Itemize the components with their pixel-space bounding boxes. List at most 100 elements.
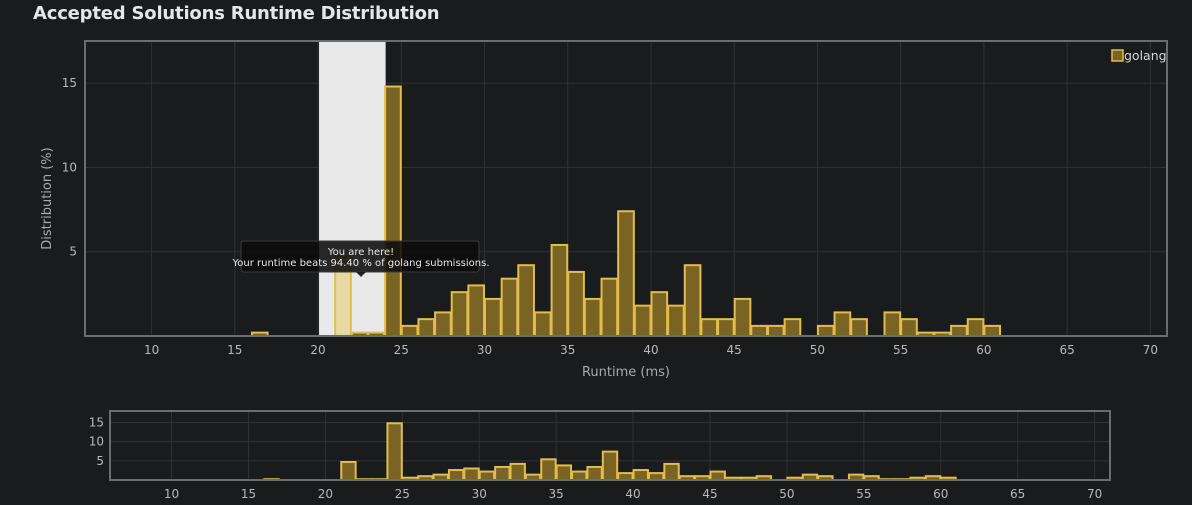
main-x-tick-labels: 10 15 20 25 30 35 40 45 50 55 60 65 70	[144, 343, 1158, 357]
bar-39ms[interactable]	[633, 304, 652, 337]
legend[interactable]: golang	[1111, 48, 1167, 63]
x-tick-label: 55	[893, 343, 908, 357]
bar-34ms[interactable]	[550, 243, 569, 338]
position-tooltip: You are here! Your runtime beats 94.40 %…	[231, 240, 490, 277]
bar-26ms[interactable]	[417, 318, 436, 337]
bar-32ms[interactable]	[517, 264, 535, 338]
bar-37ms[interactable]	[600, 277, 619, 337]
bar-52ms[interactable]	[850, 318, 868, 337]
main-chart[interactable]: 5 10 15 10 15 20 25 30 35 40 45 50 55 60 65 70 Runtime…	[40, 40, 1168, 380]
bar-42ms[interactable]	[683, 264, 702, 338]
bar-38ms[interactable]	[617, 210, 635, 337]
bar-37ms[interactable]	[586, 465, 603, 482]
bar-42ms[interactable]	[663, 462, 680, 481]
x-tick-label: 15	[227, 343, 242, 357]
navigator-bars	[263, 422, 957, 482]
bar-33ms[interactable]	[533, 311, 552, 337]
bar-30ms[interactable]	[478, 470, 496, 482]
x-tick-label: 15	[241, 487, 256, 501]
bar-38ms[interactable]	[601, 450, 619, 481]
bar-45ms[interactable]	[733, 297, 752, 337]
x-tick-label: 70	[1143, 343, 1158, 357]
bar-30ms[interactable]	[484, 297, 502, 337]
bar-35ms[interactable]	[567, 270, 585, 338]
bar-28ms[interactable]	[447, 469, 465, 481]
x-tick-label: 60	[976, 343, 991, 357]
bar-51ms[interactable]	[833, 311, 852, 337]
x-tick-label: 25	[394, 343, 409, 357]
x-tick-label: 40	[625, 487, 640, 501]
navigator-plot-frame	[109, 410, 1111, 481]
y-tick-label: 5	[96, 454, 104, 468]
bar-40ms[interactable]	[632, 469, 649, 481]
navigator-chart[interactable]: 5 10 15 10 15 20 25 30 35 40 45 50 55 60 65 70	[89, 410, 1111, 501]
tooltip-arrow	[356, 272, 366, 277]
bar-54ms[interactable]	[883, 311, 902, 337]
bar-29ms[interactable]	[463, 467, 480, 481]
x-tick-label: 45	[727, 343, 742, 357]
bar-46ms[interactable]	[750, 324, 768, 337]
y-tick-label: 5	[69, 245, 77, 259]
bar-31ms[interactable]	[500, 277, 519, 337]
y-tick-label: 15	[89, 416, 104, 430]
x-tick-label: 65	[1010, 487, 1025, 501]
x-tick-label: 70	[1087, 487, 1102, 501]
x-tick-label: 30	[472, 487, 487, 501]
bar-25ms[interactable]	[400, 324, 419, 337]
x-tick-label: 35	[549, 487, 564, 501]
x-tick-label: 20	[318, 487, 333, 501]
bar-50ms[interactable]	[816, 324, 835, 337]
bar-44ms[interactable]	[717, 318, 735, 337]
legend-label-golang: golang	[1124, 48, 1167, 63]
bar-27ms[interactable]	[434, 311, 452, 337]
tooltip-line-1: You are here!	[327, 247, 394, 258]
x-tick-label: 25	[395, 487, 410, 501]
x-tick-label: 35	[560, 343, 575, 357]
bar-55ms[interactable]	[900, 318, 918, 337]
x-tick-label: 50	[779, 487, 794, 501]
x-tick-label: 45	[702, 487, 717, 501]
y-tick-label: 15	[62, 76, 77, 90]
bar-41ms[interactable]	[647, 472, 665, 482]
bar-34ms[interactable]	[540, 458, 557, 481]
navigator-x-tick-labels: 10 15 20 25 30 35 40 45 50 55 60 65 70	[164, 487, 1102, 501]
y-tick-label: 10	[89, 435, 104, 449]
bar-31ms[interactable]	[494, 465, 511, 482]
navigator-gridlines	[110, 411, 1110, 480]
y-tick-label: 10	[62, 160, 77, 174]
x-tick-label: 55	[856, 487, 871, 501]
selected-range-band[interactable]	[319, 42, 386, 336]
bar-43ms[interactable]	[700, 318, 719, 337]
bar-21ms[interactable]	[340, 460, 357, 482]
y-axis-title: Distribution (%)	[40, 147, 55, 249]
bar-28ms[interactable]	[450, 291, 469, 337]
x-tick-label: 40	[643, 343, 658, 357]
x-tick-label: 65	[1059, 343, 1074, 357]
x-tick-label: 50	[810, 343, 825, 357]
bar-39ms[interactable]	[617, 472, 634, 482]
bar-36ms[interactable]	[583, 297, 602, 337]
bar-40ms[interactable]	[650, 291, 669, 337]
page-title: Accepted Solutions Runtime Distribution	[33, 3, 440, 24]
x-tick-label: 30	[477, 343, 492, 357]
bar-47ms[interactable]	[766, 324, 785, 337]
bar-48ms[interactable]	[783, 318, 802, 337]
bar-32ms[interactable]	[509, 462, 526, 481]
bar-29ms[interactable]	[467, 284, 486, 337]
bar-35ms[interactable]	[555, 464, 573, 481]
legend-swatch-golang	[1111, 49, 1124, 62]
bar-41ms[interactable]	[667, 304, 685, 337]
navigator-y-tick-labels: 5 10 15	[89, 416, 104, 468]
bar-45ms[interactable]	[709, 470, 726, 482]
bar-58ms[interactable]	[950, 324, 968, 337]
bar-60ms[interactable]	[983, 324, 1002, 337]
x-tick-label: 20	[310, 343, 325, 357]
tooltip-line-2: Your runtime beats 94.40 % of golang sub…	[231, 258, 489, 269]
bar-36ms[interactable]	[571, 470, 588, 482]
main-plot-frame	[84, 40, 1168, 337]
bar-24ms[interactable]	[384, 85, 402, 337]
main-y-tick-labels: 5 10 15	[62, 76, 77, 259]
bar-59ms[interactable]	[966, 318, 985, 337]
bar-24ms[interactable]	[386, 422, 403, 481]
